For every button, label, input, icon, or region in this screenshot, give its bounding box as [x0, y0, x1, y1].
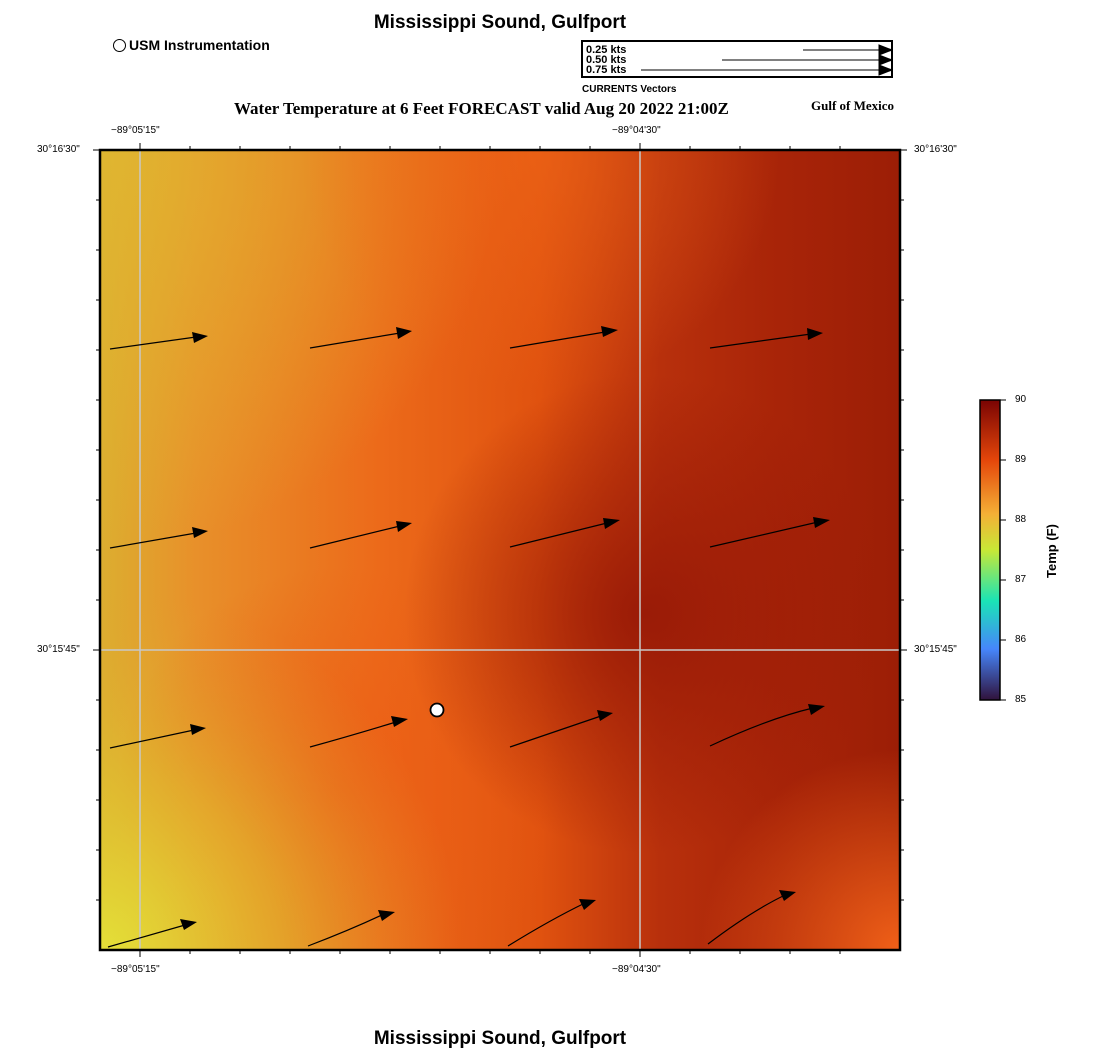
instrument-legend-label: USM Instrumentation [129, 37, 270, 53]
vector-key-label-2: 0.50 kts [586, 54, 627, 66]
map-subtitle: Water Temperature at 6 Feet FORECAST val… [234, 99, 729, 118]
temperature-field [100, 150, 900, 950]
vector-key-label-3: 0.75 kts [586, 64, 627, 76]
x-tick-label-top-2: −89°04'30" [612, 125, 661, 136]
vector-key-caption: CURRENTS Vectors [582, 84, 677, 95]
y-tick-label-left-2: 30°15'45" [37, 644, 80, 655]
x-tick-label-top-1: −89°05'15" [111, 125, 160, 136]
current-vector [709, 707, 814, 747]
graticule [100, 150, 900, 950]
colorbar-tick-label: 85 [1015, 694, 1027, 705]
y-tick-label-right-2: 30°15'45" [914, 644, 957, 655]
colorbar-tick-label: 88 [1015, 514, 1027, 525]
instrument-marker-icon [113, 38, 126, 52]
colorbar-tick-label: 86 [1015, 634, 1027, 645]
current-vector [507, 902, 586, 947]
current-vector [509, 522, 608, 548]
usm-instrument-site [429, 702, 445, 718]
x-tick-label-bottom-1: −89°05'15" [111, 964, 160, 975]
map-title: Mississippi Sound, Gulfport [373, 12, 627, 33]
current-vector [709, 521, 819, 548]
current-vector [509, 331, 606, 349]
colorbar-title: Temp (F) [1044, 524, 1059, 578]
vector-key-label-1: 0.25 kts [586, 44, 627, 56]
y-tick-label-left-1: 30°16'30" [37, 144, 80, 155]
vector-key-arrowhead-3 [878, 64, 893, 76]
current-vector [109, 729, 195, 749]
current-vector [309, 332, 401, 349]
current-vector [509, 715, 602, 748]
vector-scale-key: 0.25 kts 0.50 kts 0.75 kts [581, 40, 893, 78]
current-vectors [107, 331, 819, 948]
instrument-legend: USM Instrumentation [113, 37, 270, 53]
current-vector [109, 336, 197, 350]
frame-ticks [93, 143, 907, 957]
y-tick-label-right-1: 30°16'30" [914, 144, 957, 155]
x-tick-label-bottom-2: −89°04'30" [612, 964, 661, 975]
region-label: Gulf of Mexico [811, 98, 895, 113]
colorbar-tick-label: 89 [1015, 454, 1027, 465]
current-vector [709, 333, 812, 349]
vector-key-arrowhead-1 [878, 44, 893, 56]
map-bottom-title: Mississippi Sound, Gulfport [373, 1028, 627, 1049]
colorbar-tick-label: 90 [1015, 394, 1027, 405]
current-vector [307, 913, 385, 947]
current-arrowheads [180, 326, 830, 930]
current-vector [309, 525, 401, 549]
vector-key-arrowhead-2 [878, 54, 893, 66]
current-vector [707, 894, 786, 945]
current-vector [309, 721, 397, 748]
current-vector [109, 532, 197, 549]
colorbar-tick-label: 87 [1015, 574, 1027, 585]
current-vector [107, 924, 186, 948]
